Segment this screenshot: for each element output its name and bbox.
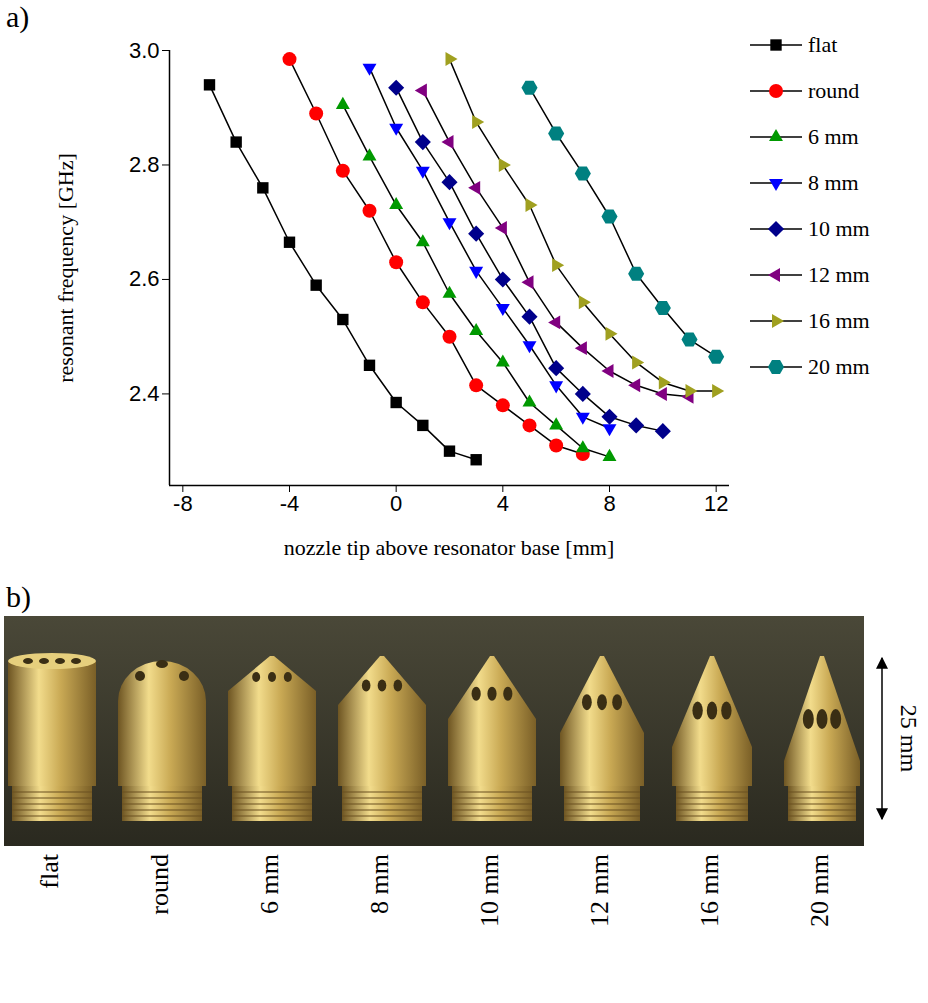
svg-text:0: 0 bbox=[390, 491, 402, 516]
svg-text:flat: flat bbox=[35, 853, 64, 888]
html-text:nozzle tip above resonator bas: nozzle tip above resonator base [mm] bbox=[283, 535, 615, 560]
html-text:10 mm: 10 mm bbox=[808, 216, 870, 241]
html-text:8 mm: 8 mm bbox=[808, 170, 859, 195]
svg-text:4: 4 bbox=[497, 491, 509, 516]
html-text:20 mm: 20 mm bbox=[808, 354, 870, 379]
html-text:6 mm: 6 mm bbox=[808, 124, 859, 149]
svg-text:-8: -8 bbox=[173, 491, 193, 516]
svg-text:20 mm: 20 mm bbox=[805, 854, 834, 927]
svg-text:-4: -4 bbox=[280, 491, 300, 516]
svg-text:2.4: 2.4 bbox=[129, 381, 160, 406]
svg-text:8: 8 bbox=[603, 491, 615, 516]
svg-text:8 mm: 8 mm bbox=[365, 854, 394, 914]
html-text:12 mm: 12 mm bbox=[808, 262, 870, 287]
svg-text:2.6: 2.6 bbox=[129, 266, 160, 291]
svg-text:round: round bbox=[145, 854, 174, 915]
svg-text:12 mm: 12 mm bbox=[585, 854, 614, 927]
svg-text:16 mm: 16 mm bbox=[695, 854, 724, 927]
svg-text:12: 12 bbox=[704, 491, 728, 516]
html-text:resonant frequency [GHz]: resonant frequency [GHz] bbox=[53, 152, 78, 383]
svg-text:2.8: 2.8 bbox=[129, 152, 160, 177]
html-text:flat: flat bbox=[808, 32, 838, 57]
html-text:round: round bbox=[808, 78, 860, 103]
html-text:a): a) bbox=[6, 0, 30, 33]
svg-text:3.0: 3.0 bbox=[129, 38, 160, 63]
svg-text:25 mm: 25 mm bbox=[895, 705, 921, 773]
html-text:b): b) bbox=[6, 580, 31, 613]
html-text:16 mm: 16 mm bbox=[808, 308, 870, 333]
svg-text:10 mm: 10 mm bbox=[475, 854, 504, 927]
svg-text:6 mm: 6 mm bbox=[255, 854, 284, 914]
